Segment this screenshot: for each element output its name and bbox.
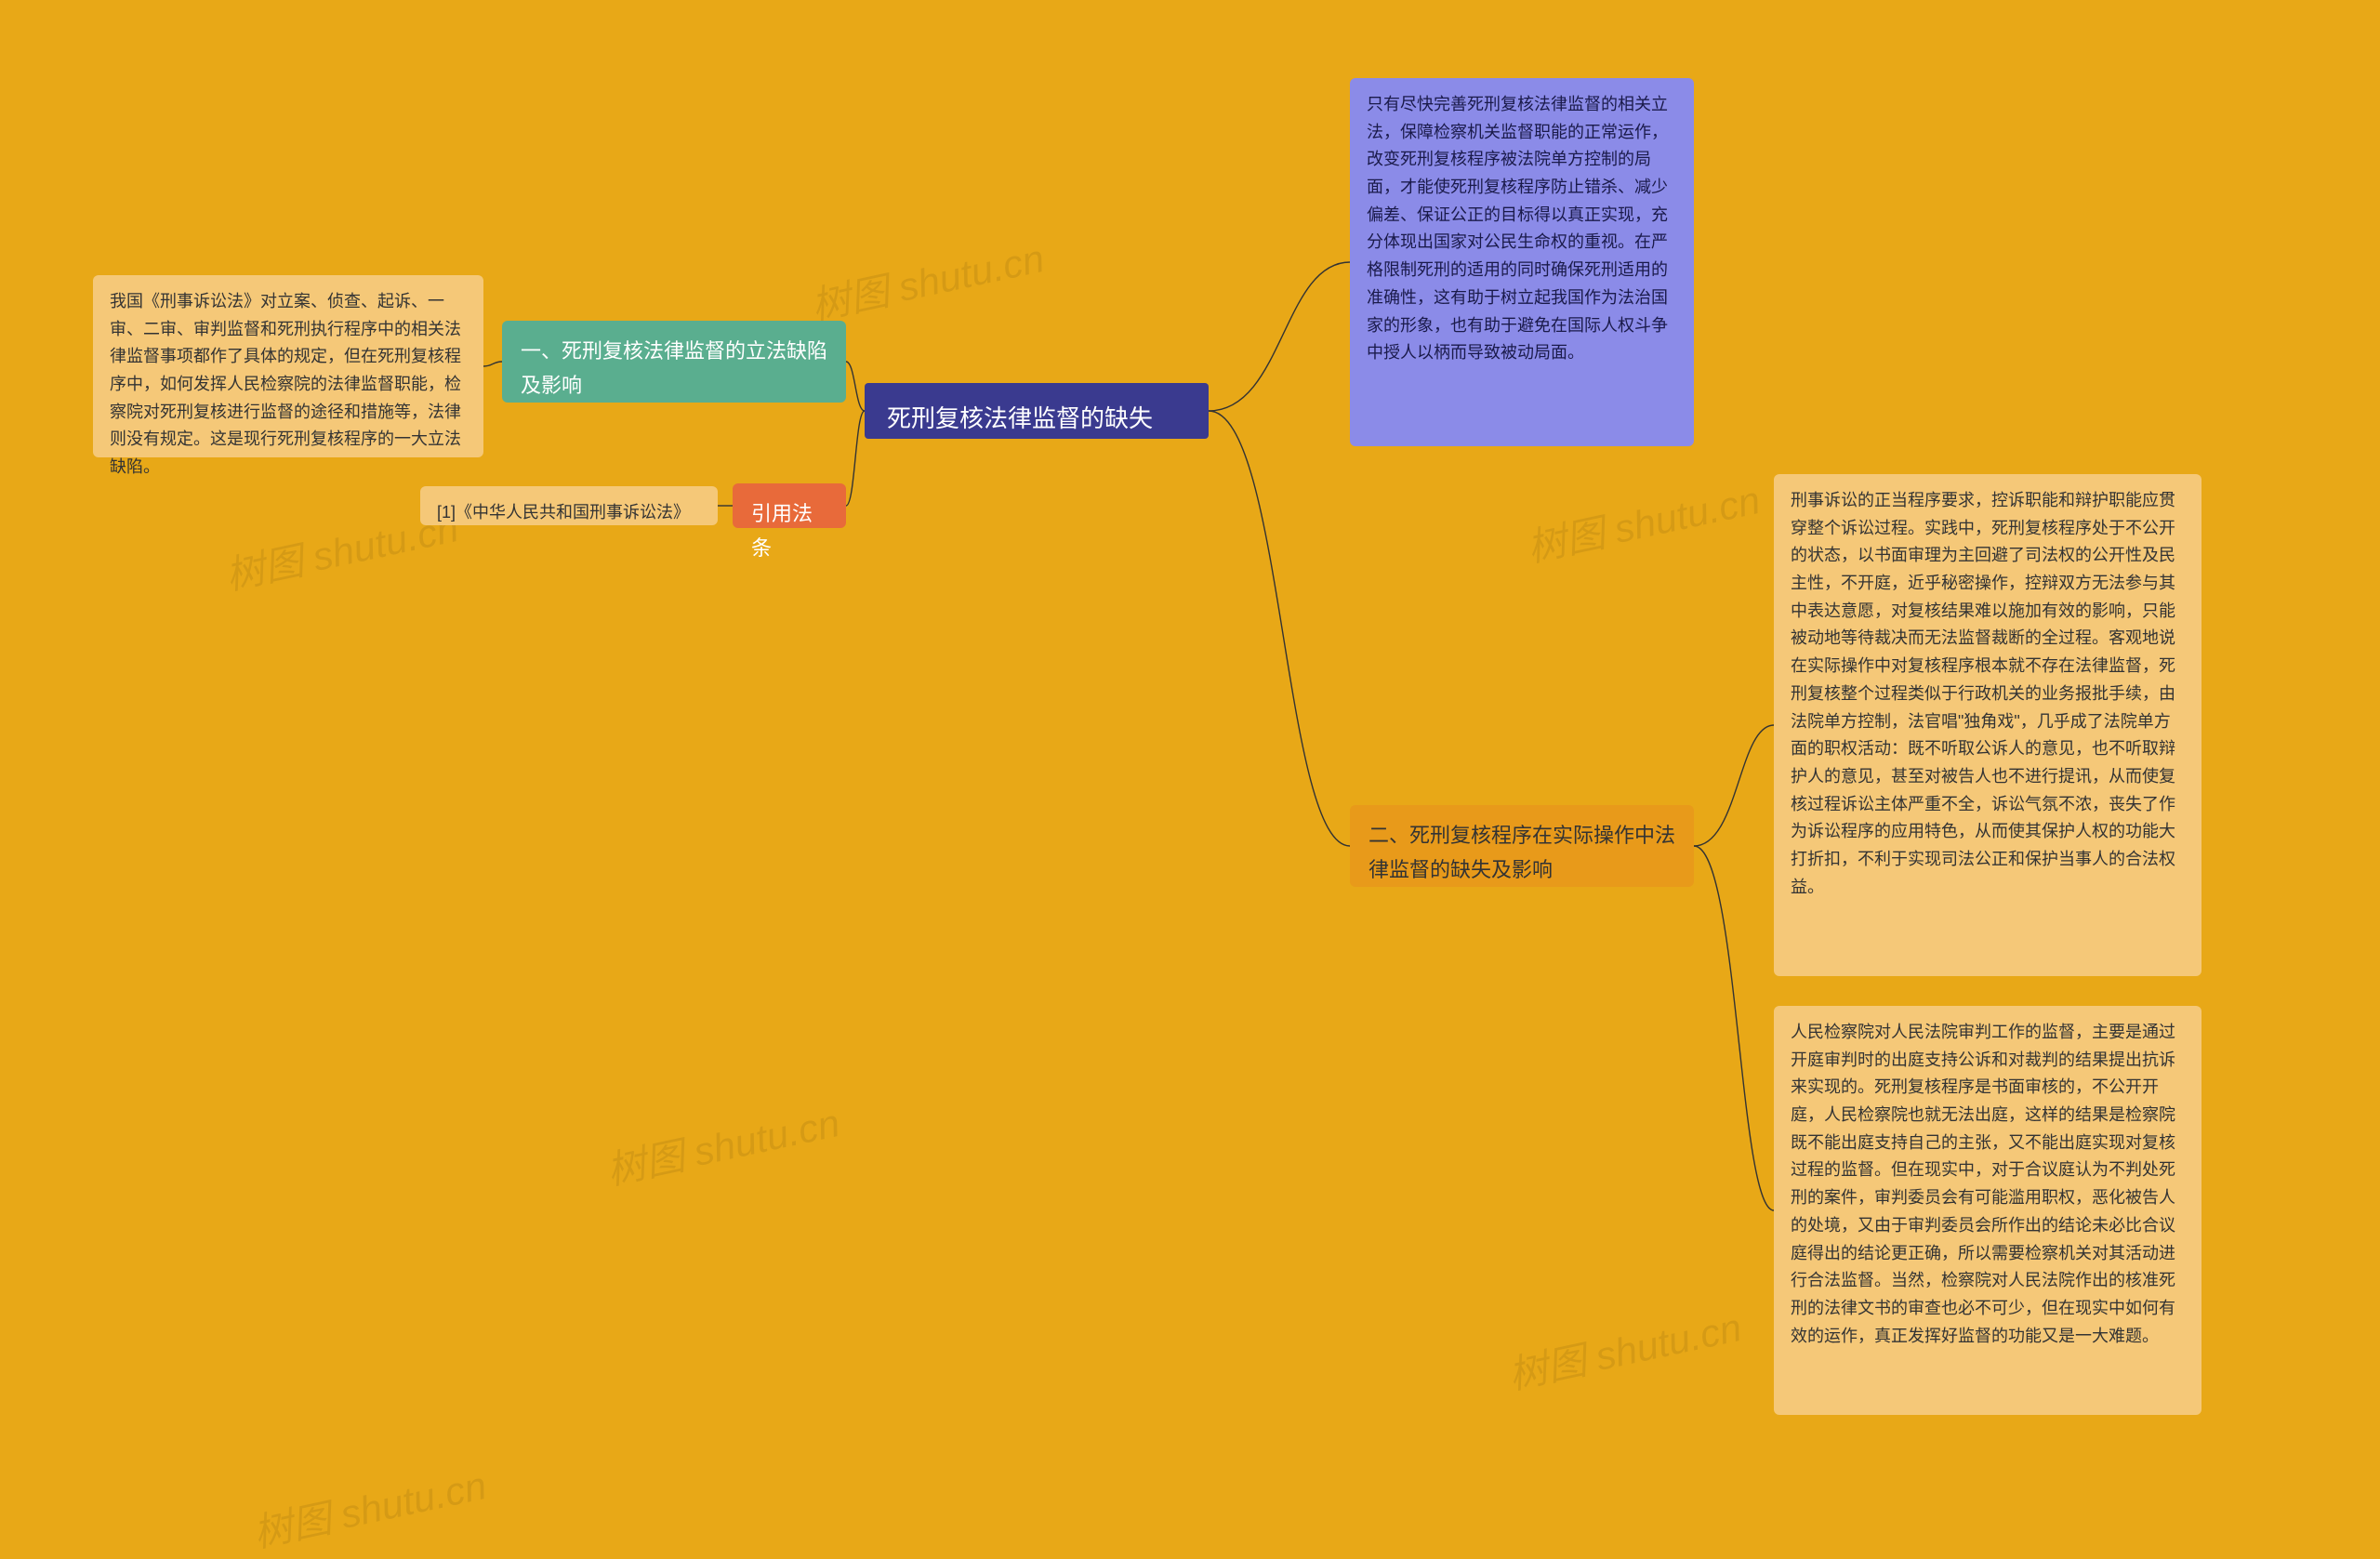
branch-2[interactable]: 二、死刑复核程序在实际操作中法律监督的缺失及影响 bbox=[1350, 805, 1694, 887]
leaf-procedure-issue-1: 刑事诉讼的正当程序要求，控诉职能和辩护职能应贯穿整个诉讼过程。实践中，死刑复核程… bbox=[1774, 474, 2202, 976]
connector bbox=[483, 362, 502, 366]
watermark: 树图 shutu.cn bbox=[247, 1454, 491, 1559]
leaf-improve-legislation: 只有尽快完善死刑复核法律监督的相关立法，保障检察机关监督职能的正常运作，改变死刑… bbox=[1350, 78, 1694, 446]
leaf-procedure-issue-2: 人民检察院对人民法院审判工作的监督，主要是通过开庭审判时的出庭支持公诉和对裁判的… bbox=[1774, 1006, 2202, 1415]
connector bbox=[1694, 846, 1774, 1210]
connector bbox=[1209, 262, 1350, 411]
connector bbox=[846, 362, 865, 411]
connector bbox=[1209, 411, 1350, 846]
connector bbox=[846, 411, 865, 506]
leaf-citation: [1]《中华人民共和国刑事诉讼法》 bbox=[420, 486, 718, 525]
watermark: 树图 shutu.cn bbox=[601, 1091, 844, 1196]
branch-1[interactable]: 一、死刑复核法律监督的立法缺陷及影响 bbox=[502, 321, 846, 403]
watermark: 树图 shutu.cn bbox=[1521, 469, 1765, 574]
connector bbox=[1694, 725, 1774, 846]
watermark: 树图 shutu.cn bbox=[1502, 1296, 1746, 1401]
leaf-legislative-defect: 我国《刑事诉讼法》对立案、侦查、起诉、一审、二审、审判监督和死刑执行程序中的相关… bbox=[93, 275, 483, 457]
branch-cite[interactable]: 引用法条 bbox=[733, 483, 846, 528]
watermark: 树图 shutu.cn bbox=[805, 227, 1049, 332]
root-node[interactable]: 死刑复核法律监督的缺失 bbox=[865, 383, 1209, 439]
